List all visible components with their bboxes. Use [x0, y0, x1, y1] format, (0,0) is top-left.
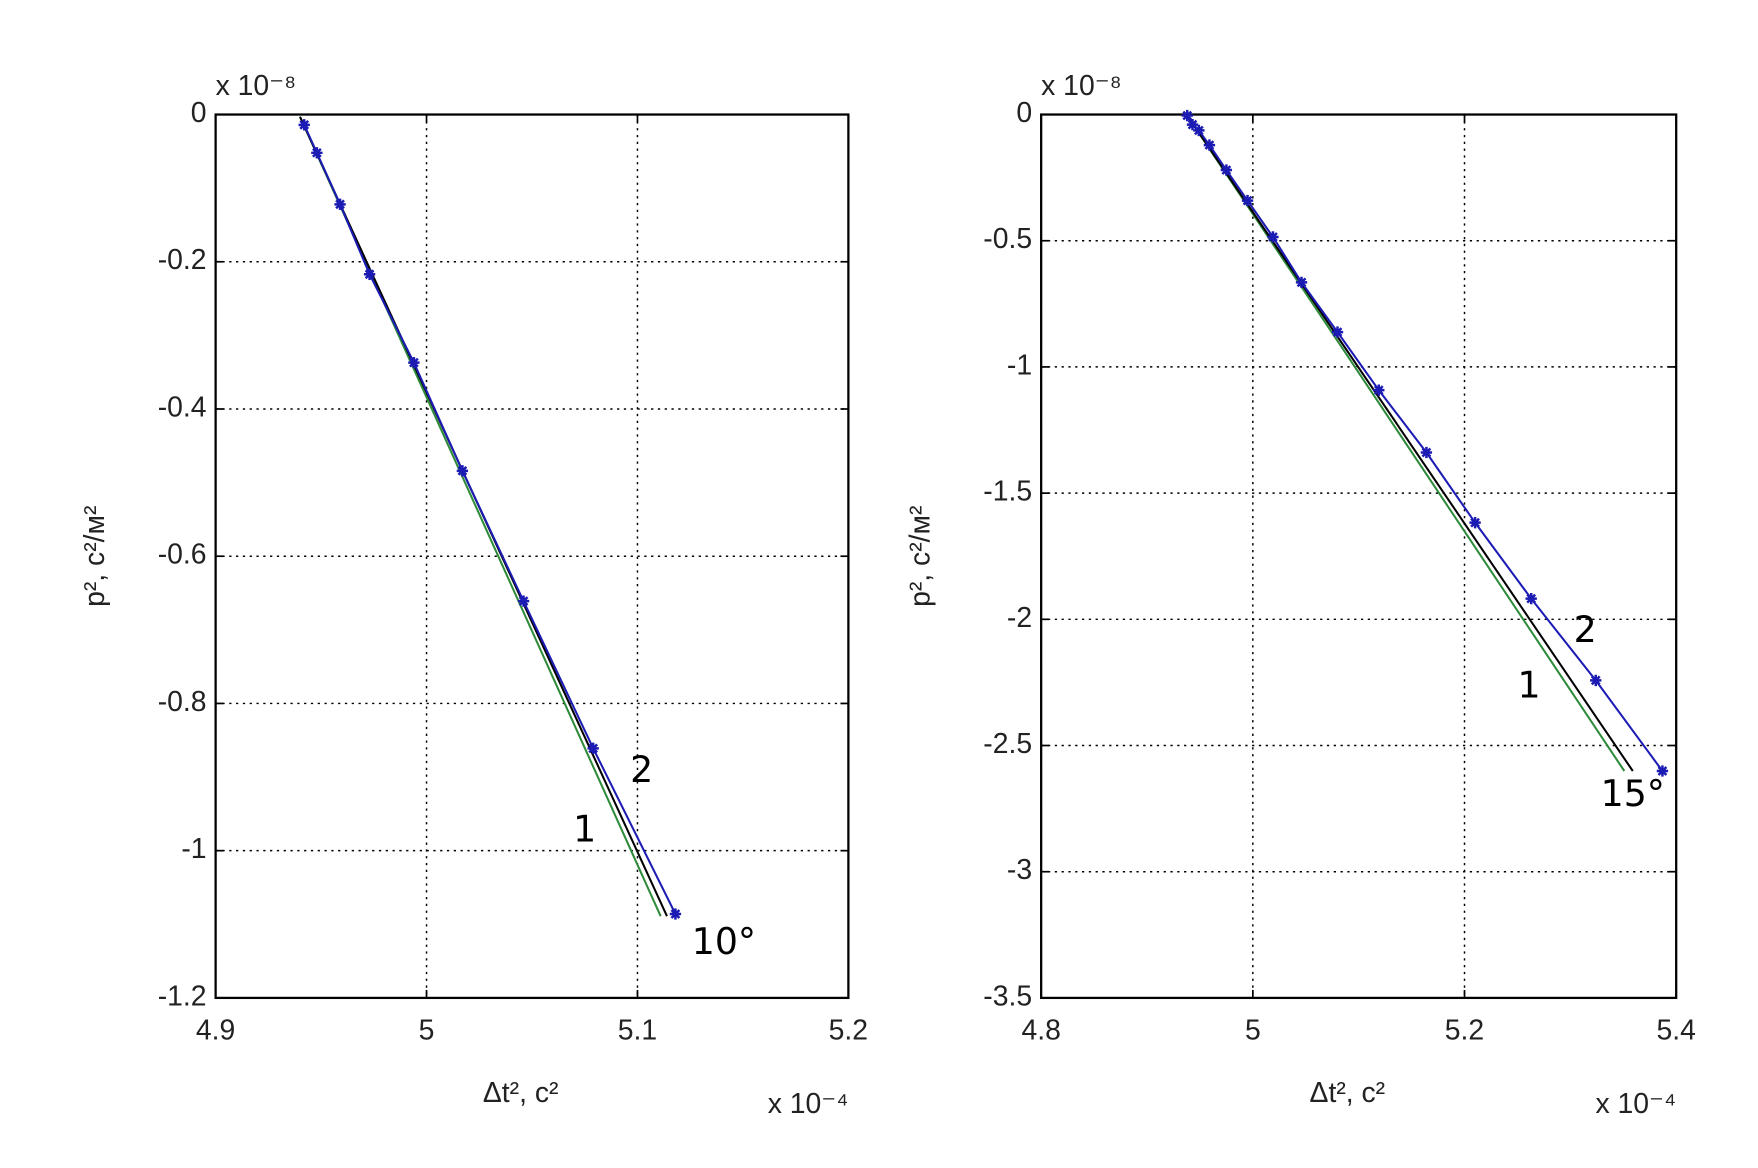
data-point	[1220, 164, 1233, 176]
data-point	[1241, 194, 1254, 207]
annotation: 1	[1518, 663, 1541, 706]
data-point	[1525, 592, 1537, 605]
x-tick-label: 5.2	[829, 1014, 868, 1046]
x-axis-label: Δt², c²	[1310, 1077, 1386, 1109]
data-point	[334, 198, 346, 211]
plot-area	[1041, 114, 1677, 998]
x-tick-label: 4.9	[196, 1014, 235, 1046]
y-tick-label: -3.5	[983, 980, 1032, 1012]
y-tick-label: -1	[181, 833, 206, 865]
x-multiplier: x 10⁻⁴	[768, 1088, 849, 1120]
data-point	[1193, 124, 1205, 137]
data-point	[1203, 139, 1216, 151]
series-line	[1186, 114, 1626, 772]
plot-frame	[214, 113, 850, 1000]
annotation: 15°	[1601, 772, 1665, 815]
data-point	[1590, 674, 1602, 687]
data-point	[1373, 384, 1385, 396]
plot-area	[215, 114, 849, 998]
series-line	[1186, 114, 1634, 772]
subplot: 0 -0.2 -0.4 -0.6 -0.8 -1 -1.24.9 5 5.1 5.2 21 10° x …	[79, 70, 868, 1120]
y-tick-label: 0	[1016, 97, 1032, 129]
y-axis-label: p², c²/м²	[79, 506, 111, 607]
y-tick-label: -1.2	[158, 980, 207, 1012]
plot-frame	[1040, 113, 1678, 1000]
x-tick-label: 5.2	[1445, 1014, 1484, 1046]
data-point	[1656, 765, 1669, 777]
data-point	[1186, 118, 1199, 131]
data-point	[1331, 326, 1344, 338]
data-point	[311, 147, 323, 159]
x-axis-label: Δt², c²	[483, 1077, 559, 1109]
data-point	[669, 908, 682, 920]
y-tick-label: 0	[191, 97, 207, 129]
data-point	[1267, 231, 1279, 243]
y-tick-label: -3	[1007, 854, 1032, 886]
y-tick-label: -0.6	[158, 539, 207, 571]
annotation: 2	[1574, 608, 1597, 651]
y-multiplier: x 10⁻⁸	[1041, 70, 1121, 102]
y-tick-label: -0.2	[158, 244, 207, 276]
y-tick-label: -1	[1007, 349, 1032, 381]
data-point	[298, 119, 310, 131]
data-point	[1469, 516, 1481, 529]
data-point	[408, 356, 420, 369]
subplot: 0 -0.5 -1 -1.5 -2 -2.5 -3 -3.54.8 5 5.2 5.4 21 15° x …	[905, 70, 1696, 1120]
data-point	[363, 268, 376, 280]
x-multiplier: x 10⁻⁴	[1596, 1088, 1677, 1120]
annotation: 1	[573, 808, 596, 851]
data-point	[1181, 109, 1193, 122]
x-tick-label: 4.8	[1021, 1014, 1060, 1046]
y-tick-label: -0.5	[983, 223, 1032, 255]
y-axis-label: p², c²/м²	[905, 506, 937, 607]
x-tick-label: 5.1	[618, 1014, 657, 1046]
x-tick-label: 5	[1245, 1014, 1261, 1046]
y-tick-label: -2.5	[983, 728, 1032, 760]
data-point	[1420, 446, 1433, 459]
x-tick-label: 5.4	[1656, 1014, 1695, 1046]
data-point	[517, 595, 530, 607]
y-tick-label: -2	[1007, 602, 1032, 634]
y-tick-label: -1.5	[983, 476, 1032, 508]
data-point	[1295, 276, 1308, 289]
y-multiplier: x 10⁻⁸	[216, 70, 296, 102]
x-tick-label: 5	[419, 1014, 435, 1046]
data-point	[456, 465, 469, 477]
y-tick-label: -0.4	[158, 391, 207, 423]
data-point	[587, 742, 599, 755]
annotation: 10°	[692, 920, 756, 963]
annotation: 2	[630, 748, 653, 791]
y-tick-label: -0.8	[158, 686, 207, 718]
